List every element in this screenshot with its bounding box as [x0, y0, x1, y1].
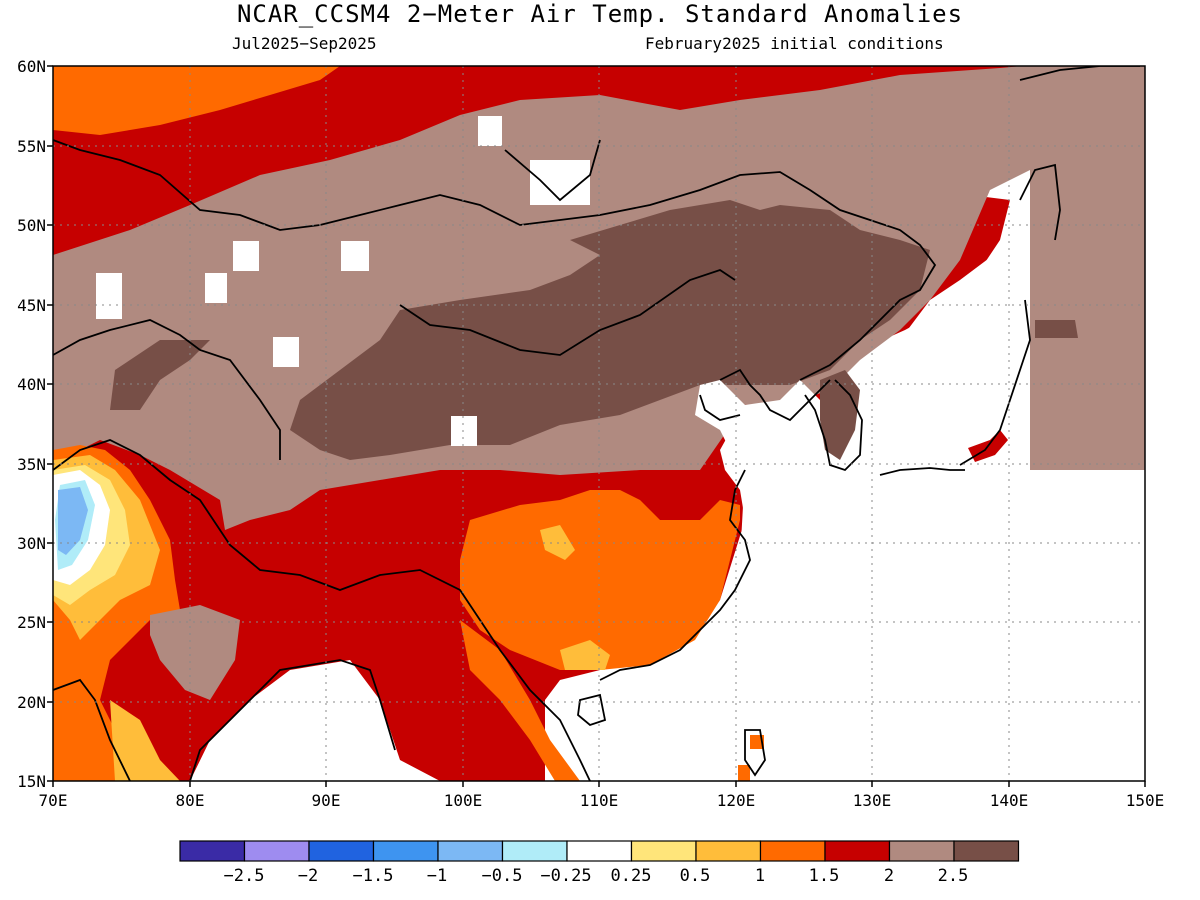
anomaly-0.5-1-patch-south — [560, 640, 610, 670]
lon-label: 150E — [1125, 791, 1165, 810]
lat-label: 20N — [17, 693, 46, 712]
pacific-ocean — [700, 470, 1145, 781]
anomaly-over-2.5-region — [290, 200, 930, 460]
colorbar-label: −0.25 — [540, 866, 592, 886]
bay-of-bengal — [190, 660, 440, 781]
lat-label: 25N — [17, 613, 46, 632]
grid-lines — [53, 66, 1145, 781]
colorbar-label: −2 — [297, 866, 319, 886]
colorbar-swatch — [824, 840, 891, 862]
lon-label: 70E — [38, 791, 68, 810]
colorbar-swatch — [695, 840, 762, 862]
lat-label: 50N — [17, 216, 46, 235]
colorbar-label: 2.5 — [937, 866, 969, 886]
anomaly-1-1.5-south-china — [460, 490, 740, 670]
colorbar-swatch — [437, 840, 504, 862]
initial-conditions: February2025 initial conditions — [645, 34, 944, 53]
colorbar-label: 0.25 — [610, 866, 652, 886]
colorbar-swatch — [308, 840, 375, 862]
colorbar-swatch — [243, 840, 310, 862]
anomaly-1.5-taiwan — [750, 735, 764, 749]
colorbar — [179, 840, 1020, 862]
anomaly-2-2.5-india — [150, 605, 240, 700]
anomaly-1-1.5-indochina — [460, 620, 580, 781]
lake-patch — [341, 241, 369, 271]
forecast-period: Jul2025−Sep2025 — [232, 34, 377, 53]
lat-label: 60N — [17, 57, 46, 76]
lon-label: 140E — [989, 791, 1029, 810]
lake-patch — [451, 416, 477, 446]
lake-patch — [478, 116, 502, 146]
colorbar-label: −1 — [426, 866, 448, 886]
anomaly-minus-0.5-region — [58, 487, 88, 555]
lake-patch — [205, 273, 227, 303]
colorbar-swatch — [501, 840, 568, 862]
lat-label: 45N — [17, 296, 46, 315]
colorbar-swatch — [566, 840, 633, 862]
sea-of-japan — [860, 200, 1030, 470]
lake-patch — [96, 273, 122, 319]
anomaly-1.5-philippines — [738, 765, 750, 781]
lon-label: 120E — [716, 791, 756, 810]
colorbar-label: 1.5 — [808, 866, 840, 886]
anomaly-1.5-region-north — [53, 66, 340, 135]
coastlines — [53, 66, 1140, 781]
lon-label: 110E — [579, 791, 619, 810]
colorbar-label: −1.5 — [352, 866, 394, 886]
lat-label: 35N — [17, 455, 46, 474]
colorbar-label: 1 — [754, 866, 766, 886]
colorbar-label: −2.5 — [223, 866, 265, 886]
colorbar-swatch — [953, 840, 1020, 862]
lon-label: 100E — [443, 791, 483, 810]
colorbar-swatch — [759, 840, 826, 862]
lake-patch — [233, 241, 259, 271]
colorbar-swatch — [179, 840, 246, 862]
anomaly-0.5-1-india-south — [110, 700, 180, 781]
anomaly-over-2.5-kuril — [1035, 320, 1078, 338]
colorbar-label: −0.5 — [481, 866, 523, 886]
anomaly-over-2.5-korea — [820, 370, 860, 460]
lat-label: 15N — [17, 772, 46, 791]
lat-label: 55N — [17, 137, 46, 156]
colorbar-swatch — [630, 840, 697, 862]
lon-label: 130E — [852, 791, 892, 810]
yellow-sea — [695, 380, 820, 455]
anomaly-fields — [53, 66, 1145, 781]
anomaly-over-2.5-region-west — [110, 340, 210, 410]
lat-label: 40N — [17, 375, 46, 394]
map-title: NCAR_CCSM4 2−Meter Air Temp. Standard An… — [236, 0, 964, 28]
lon-label: 80E — [175, 791, 205, 810]
colorbar-swatch — [888, 840, 955, 862]
lon-label: 90E — [311, 791, 341, 810]
lat-label: 30N — [17, 534, 46, 553]
axis-ticks — [47, 65, 1146, 787]
colorbar-label: 2 — [883, 866, 895, 886]
colorbar-label: 0.5 — [679, 866, 711, 886]
lake-patch — [273, 337, 299, 367]
south-china-sea — [545, 690, 640, 781]
colorbar-swatch — [372, 840, 439, 862]
